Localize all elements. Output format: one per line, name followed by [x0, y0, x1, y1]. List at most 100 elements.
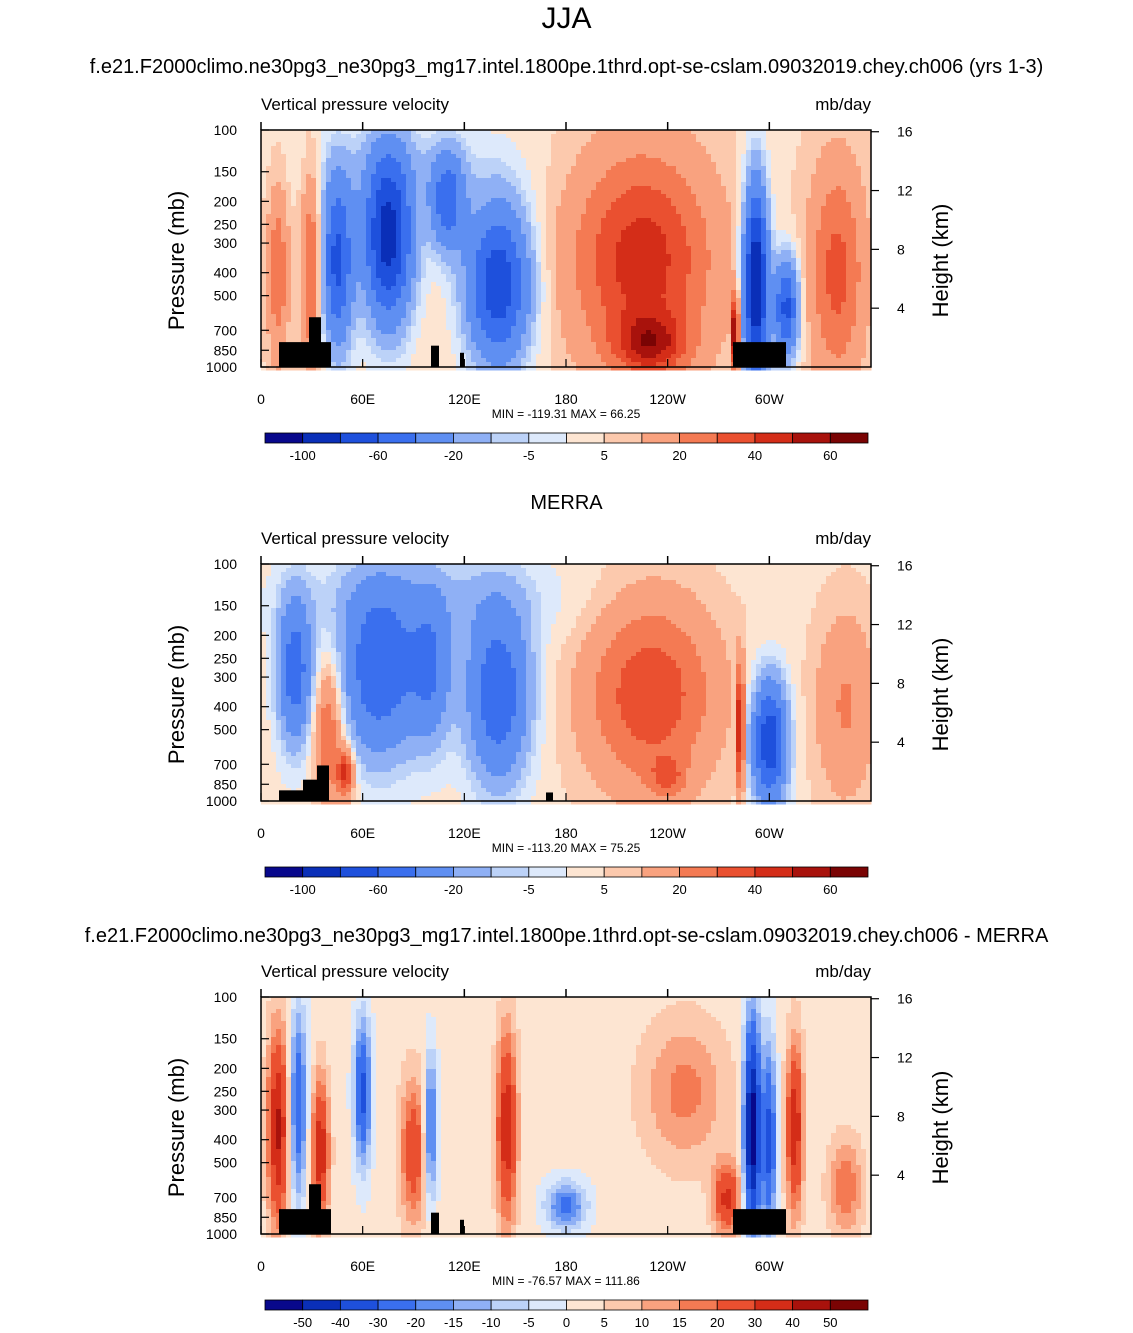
colorbar-box — [567, 867, 605, 877]
min-max-stats: MIN = -76.57 MAX = 111.86 — [492, 1274, 640, 1288]
colorbar-box — [491, 433, 529, 443]
colorbar-label: 60 — [823, 448, 837, 463]
colorbar-box — [567, 433, 605, 443]
colorbar-box — [717, 1300, 755, 1310]
y2-tick-label: 16 — [897, 124, 913, 140]
panel-3: Vertical pressure velocity mb/day10015020… — [164, 962, 953, 1288]
topography-block — [309, 1184, 321, 1234]
colorbar-label: -100 — [290, 448, 316, 463]
colorbar-box — [265, 867, 303, 877]
y-tick-label: 200 — [214, 1060, 238, 1076]
topography-block — [431, 346, 439, 367]
y-tick-label: 200 — [214, 193, 238, 209]
colorbar-label: 10 — [635, 1315, 649, 1330]
colorbar-box — [453, 1300, 491, 1310]
topography-block — [733, 1209, 786, 1234]
heatmap-field — [261, 564, 872, 805]
y-tick-label: 250 — [214, 650, 238, 666]
colorbar-box — [378, 867, 416, 877]
colorbar-box — [340, 867, 378, 877]
x-tick-label: 120W — [649, 825, 686, 841]
topography-block — [460, 353, 464, 367]
colorbar-label: -40 — [331, 1315, 350, 1330]
colorbar-box — [303, 433, 341, 443]
y-axis-label: Pressure (mb) — [164, 625, 189, 764]
x-tick-label: 60E — [350, 391, 375, 407]
colorbar-box — [567, 1300, 605, 1310]
colorbar-label: 30 — [748, 1315, 762, 1330]
heatmap-field — [261, 997, 872, 1238]
colorbar-box — [604, 433, 642, 443]
topography-block — [309, 317, 321, 367]
colorbar-label: 40 — [748, 882, 762, 897]
colorbar-label: 60 — [823, 882, 837, 897]
y2-tick-label: 12 — [897, 183, 913, 199]
colorbar-box — [680, 867, 718, 877]
colorbar-box — [340, 1300, 378, 1310]
colorbar-label: 40 — [748, 448, 762, 463]
colorbar-box — [755, 867, 793, 877]
colorbar-box — [755, 433, 793, 443]
colorbar-box — [416, 433, 454, 443]
colorbar-label: 20 — [672, 448, 686, 463]
topography-block — [279, 1209, 331, 1234]
y-tick-label: 150 — [214, 1031, 238, 1047]
panel-1: Vertical pressure velocity mb/day10015020… — [164, 95, 953, 421]
y-tick-label: 250 — [214, 1083, 238, 1099]
colorbar-box — [604, 867, 642, 877]
x-tick-label: 60W — [755, 1258, 785, 1274]
topography-block — [279, 342, 331, 367]
y2-tick-label: 4 — [897, 734, 905, 750]
y2-tick-label: 12 — [897, 1050, 913, 1066]
colorbar-label: -15 — [444, 1315, 463, 1330]
colorbar-label: 40 — [785, 1315, 799, 1330]
colorbar-label: -100 — [290, 882, 316, 897]
topography-block — [733, 342, 786, 367]
colorbar-label: -30 — [369, 1315, 388, 1330]
y2-axis-label: Height (km) — [928, 1071, 953, 1185]
y-tick-label: 700 — [214, 322, 238, 338]
units-label: mb/day — [815, 529, 871, 548]
y-tick-label: 1000 — [206, 793, 237, 809]
x-tick-label: 120E — [448, 825, 481, 841]
left-title: Vertical pressure velocity — [261, 95, 450, 114]
x-tick-label: 180 — [554, 1258, 578, 1274]
colorbar-box — [717, 433, 755, 443]
y-tick-label: 300 — [214, 235, 238, 251]
y-tick-label: 400 — [214, 265, 238, 281]
colorbar-box — [830, 433, 868, 443]
colorbar-box — [680, 433, 718, 443]
panel-2: Vertical pressure velocity mb/day10015020… — [164, 529, 953, 855]
y-tick-label: 100 — [214, 556, 238, 572]
colorbar-box — [604, 1300, 642, 1310]
colorbar-label: -5 — [523, 448, 535, 463]
y-axis-label: Pressure (mb) — [164, 191, 189, 330]
x-tick-label: 180 — [554, 825, 578, 841]
x-tick-label: 120E — [448, 1258, 481, 1274]
y-axis-label: Pressure (mb) — [164, 1058, 189, 1197]
y2-tick-label: 4 — [897, 1167, 905, 1183]
colorbar-box — [491, 867, 529, 877]
left-title: Vertical pressure velocity — [261, 962, 450, 981]
y-tick-label: 400 — [214, 699, 238, 715]
colorbar-label: -50 — [293, 1315, 312, 1330]
y-tick-label: 400 — [214, 1132, 238, 1148]
y-tick-label: 300 — [214, 1102, 238, 1118]
y2-tick-label: 12 — [897, 617, 913, 633]
topography-block — [317, 765, 329, 801]
y2-tick-label: 16 — [897, 991, 913, 1007]
colorbar-label: -20 — [444, 882, 463, 897]
colorbar-box — [755, 1300, 793, 1310]
colorbar-box — [453, 867, 491, 877]
colorbar-2: -100 -60 -20 -5 5 20 40 60 — [265, 867, 868, 897]
x-tick-label: 0 — [257, 391, 265, 407]
x-tick-label: 120W — [649, 1258, 686, 1274]
y-tick-label: 300 — [214, 669, 238, 685]
colorbar-box — [303, 1300, 341, 1310]
colorbar-box — [793, 1300, 831, 1310]
colorbar-label: 20 — [672, 882, 686, 897]
topography-block — [546, 792, 553, 801]
y-tick-label: 700 — [214, 756, 238, 772]
y2-tick-label: 8 — [897, 675, 905, 691]
